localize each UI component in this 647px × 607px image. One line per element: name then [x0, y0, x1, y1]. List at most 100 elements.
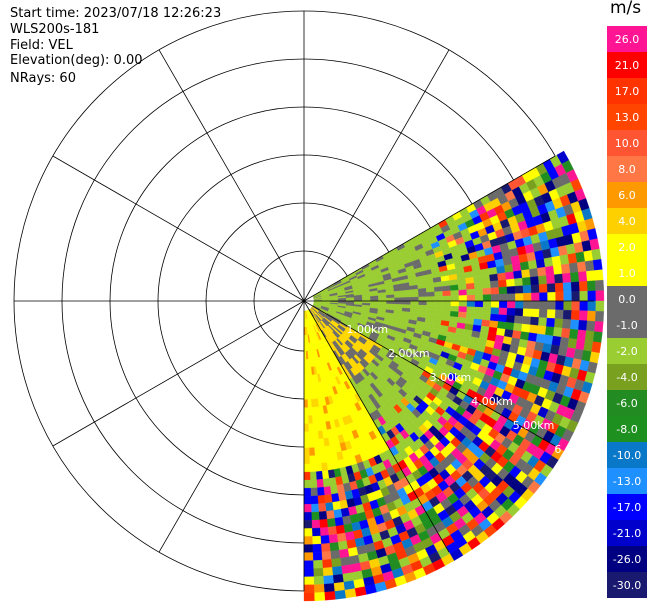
velocity-gate: [313, 567, 324, 577]
velocity-gate: [518, 253, 529, 264]
velocity-gate: [576, 261, 587, 273]
velocity-gate: [481, 319, 491, 328]
velocity-gate: [535, 333, 546, 344]
colorbar-swatch: [607, 26, 647, 53]
velocity-gate: [307, 391, 312, 400]
azimuth-spoke: [303, 300, 450, 553]
colorbar-tick-label: 26.0: [615, 33, 640, 46]
velocity-gate: [570, 310, 580, 321]
range-label: 2.00km: [388, 347, 430, 360]
velocity-gate: [311, 414, 317, 424]
colorbar-tick-label: 4.0: [618, 215, 636, 228]
velocity-gate: [472, 269, 482, 278]
velocity-gate: [563, 300, 572, 311]
velocity-gate: [344, 588, 357, 599]
velocity-gate: [561, 263, 571, 275]
velocity-gate: [567, 338, 578, 350]
velocity-gate: [303, 584, 315, 594]
colorbar-tick-label: -21.0: [613, 527, 641, 540]
velocity-gate: [571, 291, 580, 302]
velocity-gate: [595, 279, 604, 291]
velocity-gate: [489, 273, 499, 282]
velocity-gate: [316, 487, 325, 496]
velocity-gate: [309, 455, 316, 465]
colorbar-tick-label: -10.0: [613, 449, 641, 462]
velocity-gate: [310, 479, 318, 489]
velocity-gate: [562, 272, 572, 284]
velocity-gate: [306, 375, 310, 384]
velocity-gate: [521, 269, 531, 279]
velocity-gate: [312, 535, 322, 545]
range-label: 6: [554, 443, 561, 456]
velocity-gate: [551, 255, 562, 267]
velocity-gate: [441, 280, 451, 287]
velocity-gate: [314, 592, 326, 601]
colorbar-tick-label: -17.0: [613, 501, 641, 514]
velocity-gate: [474, 306, 484, 314]
velocity-gate: [434, 295, 444, 302]
velocity-gate: [457, 278, 467, 285]
velocity-gate: [326, 518, 336, 528]
velocity-gate: [308, 431, 314, 440]
velocity-gate: [303, 487, 311, 497]
velocity-gate: [310, 487, 318, 497]
colorbar-swatch: [607, 442, 647, 469]
velocity-gate: [562, 309, 572, 320]
velocity-gate: [309, 463, 317, 473]
velocity-gate: [506, 307, 516, 316]
velocity-gate: [595, 300, 605, 312]
velocity-gate: [595, 290, 605, 302]
velocity-gate: [449, 279, 459, 286]
velocity-gate: [312, 543, 322, 553]
velocity-gate: [303, 544, 313, 553]
velocity-gate: [303, 383, 308, 392]
velocity-gate: [530, 308, 540, 318]
azimuth-spoke: [158, 49, 305, 302]
velocity-gate: [402, 300, 411, 305]
velocity-gate: [314, 446, 321, 456]
velocity-gate: [327, 469, 336, 479]
velocity-gate: [341, 564, 353, 575]
velocity-gate: [466, 300, 476, 308]
velocity-gate: [303, 399, 308, 408]
velocity-gate: [332, 573, 344, 584]
azimuth-spoke: [303, 155, 556, 302]
velocity-gate: [323, 575, 334, 585]
velocity-gate: [457, 311, 467, 319]
velocity-gate: [531, 300, 540, 310]
colorbar-tick-label: 0.0: [618, 293, 636, 306]
colorbar-tick-label: -1.0: [616, 319, 637, 332]
velocity-gate: [561, 327, 571, 339]
velocity-gate: [563, 291, 572, 302]
velocity-gate: [465, 277, 475, 285]
velocity-gate: [318, 438, 325, 448]
field-label: Field: VEL: [10, 38, 73, 53]
velocity-gate: [303, 520, 313, 529]
velocity-gate: [506, 286, 516, 295]
velocity-gate: [442, 295, 452, 302]
colorbar-swatch: [607, 78, 647, 105]
velocity-gate: [539, 292, 548, 302]
colorbar-tick-label: -26.0: [613, 553, 641, 566]
velocity-gate: [506, 278, 516, 287]
velocity-gate: [321, 470, 330, 480]
velocity-gate: [587, 280, 596, 292]
velocity-gate: [527, 332, 538, 343]
velocity-gate: [530, 284, 540, 294]
velocity-gate: [303, 496, 312, 505]
velocity-gate: [554, 309, 564, 320]
velocity-colorbar: 26.0 21.0 17.0 13.0 10.0 8.0 6.0 4.0 2.0 1.0 0.0 -1…: [607, 26, 647, 598]
velocity-gate: [499, 300, 508, 309]
start-time-label: Start time: 2023/07/18 12:26:23: [10, 6, 222, 21]
velocity-gate: [519, 331, 530, 341]
colorbar-swatch: [607, 182, 647, 209]
velocity-gate: [450, 295, 460, 302]
velocity-gate: [579, 300, 589, 312]
velocity-gate: [538, 283, 548, 293]
velocity-gate: [337, 540, 348, 551]
velocity-gate: [578, 271, 588, 282]
velocity-gate: [331, 493, 340, 503]
velocity-gate: [378, 295, 387, 299]
velocity-gate: [324, 494, 333, 504]
colorbar-swatch: [607, 208, 647, 235]
